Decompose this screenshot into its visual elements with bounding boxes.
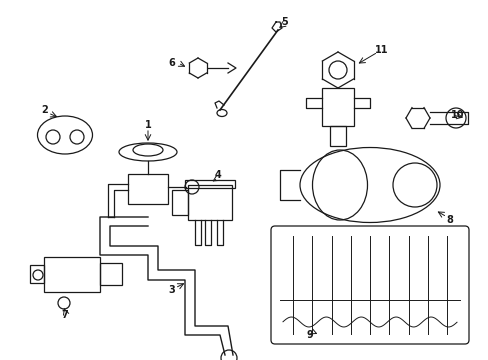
Bar xyxy=(44,257,100,292)
Text: 4: 4 xyxy=(214,170,221,180)
Text: 9: 9 xyxy=(306,330,313,340)
Text: 7: 7 xyxy=(61,310,68,320)
Bar xyxy=(128,174,168,204)
Bar xyxy=(100,263,122,285)
Text: 10: 10 xyxy=(450,110,464,120)
Text: 5: 5 xyxy=(281,17,288,27)
Bar xyxy=(187,185,231,220)
Bar xyxy=(172,190,187,215)
Text: 6: 6 xyxy=(168,58,175,68)
Text: 3: 3 xyxy=(168,285,175,295)
Text: 8: 8 xyxy=(446,215,452,225)
Bar xyxy=(184,180,235,188)
Bar xyxy=(321,88,353,126)
Bar xyxy=(30,265,44,283)
Bar xyxy=(329,126,346,146)
Text: 1: 1 xyxy=(144,120,151,130)
Text: 2: 2 xyxy=(41,105,48,115)
Text: 11: 11 xyxy=(374,45,388,55)
